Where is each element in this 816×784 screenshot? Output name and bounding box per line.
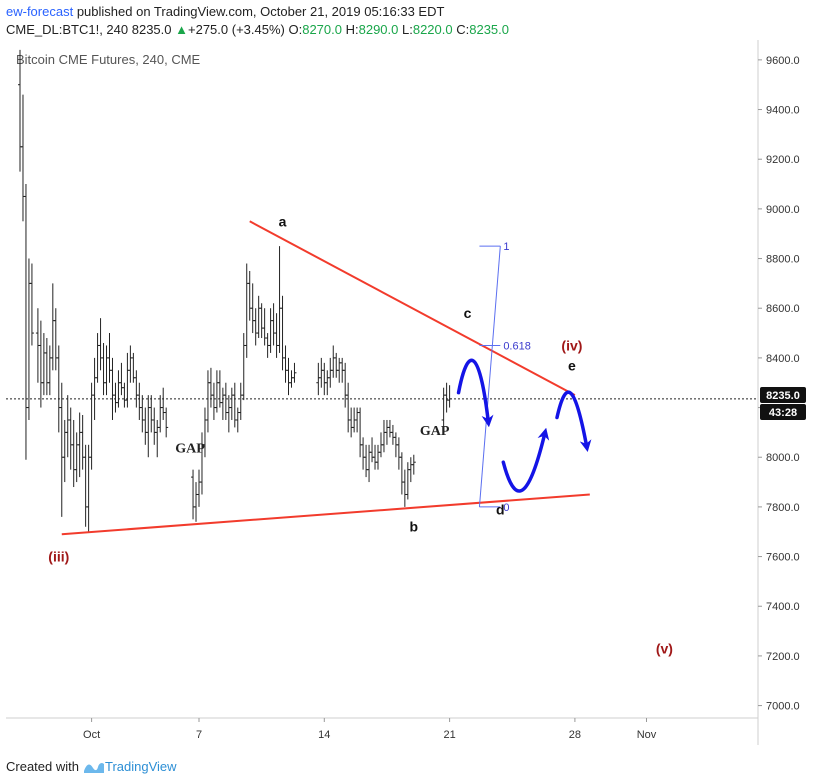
price-tick-label: 7000.0 [766, 701, 800, 713]
gap-annotation: GAP [420, 424, 450, 439]
trendline-upper [249, 220, 576, 397]
countdown-box [760, 404, 806, 420]
price-tick-label: 7400.0 [766, 601, 800, 613]
chart-watermark: Bitcoin CME Futures, 240, CME [16, 52, 201, 67]
countdown-value: 43:28 [769, 407, 797, 419]
price-tick-label: 9000.0 [766, 204, 800, 216]
wave-label: a [279, 213, 287, 229]
high-label: H: [345, 22, 359, 37]
publish-line: ew-forecast published on TradingView.com… [6, 4, 444, 19]
change-value: +275.0 (+3.45%) [188, 22, 285, 37]
fib-level-label: 0 [503, 502, 509, 514]
close-label: C: [456, 22, 470, 37]
gap-annotation: GAP [175, 441, 205, 456]
brand-name: TradingView [104, 759, 177, 774]
time-tick-label: 14 [318, 729, 330, 741]
ohlc-bar [29, 263, 34, 346]
open-label: O: [288, 22, 303, 37]
low-value: 8220.0 [412, 22, 453, 37]
price-tick-label: 8800.0 [766, 254, 800, 266]
tradingview-logo-icon [83, 762, 104, 773]
time-axis[interactable]: Oct 7 14 21 28 Nov [83, 718, 657, 741]
created-with-text: Created with [6, 759, 79, 774]
wave-label: (iv) [561, 337, 582, 353]
symbol-label: CME_DL:BTC1!, 240 [6, 22, 129, 37]
price-tick-label: 7800.0 [766, 502, 800, 514]
ohlc-line: CME_DL:BTC1!, 240 8235.0 ▲+275.0 (+3.45%… [6, 22, 509, 37]
time-tick-label: Nov [637, 729, 657, 741]
wave-label: (v) [656, 640, 673, 656]
wave-label: c [464, 305, 472, 321]
projection-arrow [555, 390, 592, 452]
high-value: 8290.0 [358, 22, 399, 37]
plot-area[interactable] [6, 40, 758, 718]
ohlc-bar [411, 454, 416, 475]
price-axis[interactable]: 7000.07200.07400.07600.07800.08000.08200… [758, 55, 800, 713]
time-tick-label: 7 [196, 729, 202, 741]
price-tag-box [760, 387, 806, 403]
open-value: 8270.0 [302, 22, 342, 37]
change-up-icon: ▲ [175, 22, 188, 37]
wave-label: e [568, 357, 576, 373]
price-tick-label: 7600.0 [766, 552, 800, 564]
price-tick-label: 9400.0 [766, 105, 800, 117]
ohlc-bar [292, 362, 297, 383]
price-tick-label: 9200.0 [766, 154, 800, 166]
low-label: L: [402, 22, 413, 37]
ohlc-bars [18, 49, 452, 532]
wave-label: d [496, 501, 505, 517]
tradingview-logo[interactable]: TradingView [83, 759, 177, 774]
last-price: 8235.0 [131, 22, 172, 37]
time-tick-label: 21 [443, 729, 455, 741]
fib-level-label: 1 [503, 241, 509, 253]
fib-trend-line [478, 246, 501, 507]
price-tick-label: 9600.0 [766, 55, 800, 67]
ohlc-bar [164, 407, 169, 438]
projection-arrow [456, 358, 494, 428]
price-tick-label: 8000.0 [766, 452, 800, 464]
footer: Created with TradingView [6, 759, 177, 774]
price-tick-label: 8400.0 [766, 353, 800, 365]
current-price-tag: 8235.0 43:28 [760, 387, 806, 420]
author-link[interactable]: ew-forecast [6, 4, 74, 19]
trendline-lower [61, 493, 590, 536]
time-tick-label: 28 [569, 729, 581, 741]
close-value: 8235.0 [469, 22, 509, 37]
price-tick-label: 8600.0 [766, 303, 800, 315]
fib-level-label: 0.618 [503, 340, 531, 352]
wave-label: (iii) [48, 549, 69, 565]
drawing-overlays: 1 0.618 0 a b c d e (iii) (iv) (v) GAP GAP [6, 213, 758, 656]
published-text: published on TradingView.com, October 21… [76, 4, 445, 19]
projection-arrow [501, 427, 550, 493]
price-tag-value: 8235.0 [766, 390, 800, 402]
price-tick-label: 7200.0 [766, 651, 800, 663]
time-tick-label: Oct [83, 729, 100, 741]
wave-label: b [410, 519, 419, 535]
